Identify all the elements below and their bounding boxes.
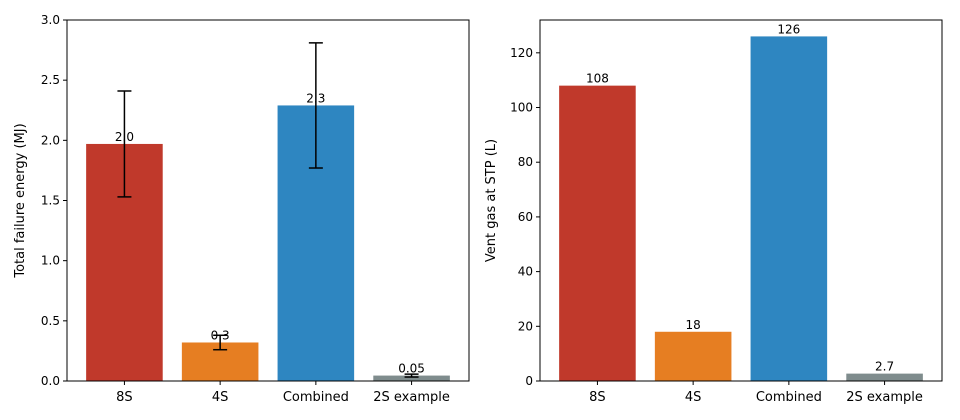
x-tick-label: Combined — [756, 390, 822, 405]
data-label: 2.0 — [115, 130, 134, 144]
bar-2s-example — [846, 373, 923, 381]
y-tick-label: 1.0 — [41, 254, 60, 268]
data-label: 126 — [777, 22, 800, 36]
bar-combined — [750, 36, 828, 381]
y-tick-label: 3.0 — [41, 13, 60, 27]
y-tick-label: 100 — [510, 101, 533, 115]
x-tick-label: 2S example — [846, 390, 923, 405]
data-label: 18 — [686, 318, 701, 332]
bar-4s — [654, 331, 732, 381]
y-axis-label: Vent gas at STP (L) — [484, 139, 499, 262]
x-tick-label: 8S — [589, 390, 606, 405]
error-bar — [213, 334, 228, 351]
bar-2s-example — [373, 375, 450, 381]
y-tick-label: 20 — [518, 319, 533, 333]
data-label: 0.3 — [211, 328, 230, 342]
data-label: 108 — [586, 72, 609, 86]
x-tick-label: 4S — [685, 390, 702, 405]
y-tick-label: 1.5 — [41, 194, 60, 208]
error-bar — [404, 373, 419, 378]
data-label: 0.05 — [398, 362, 425, 376]
x-tick-label: Combined — [283, 390, 349, 405]
chart-energy: 2.0 0.3 2.3 0.05 0.0 0.5 1.0 1.5 2.0 2.5 3.0 8S 4S Co… — [13, 13, 470, 405]
data-label: 2.7 — [875, 360, 894, 374]
axes-frame — [539, 19, 943, 382]
y-tick-label: 0 — [525, 374, 533, 388]
y-tick-label: 0.0 — [41, 374, 60, 388]
chart-vent-gas: 108 18 126 2.7 0 20 40 60 80 100 120 8S 4S Combined 2S… — [484, 19, 943, 405]
x-tick-label: 2S example — [373, 390, 450, 405]
x-tick-label: 4S — [212, 390, 229, 405]
y-tick-label: 2.0 — [41, 133, 60, 147]
error-bar — [117, 90, 132, 198]
y-axis-label: Total failure energy (MJ) — [13, 123, 28, 278]
y-tick-label: 0.5 — [41, 314, 60, 328]
y-tick-label: 120 — [510, 46, 533, 60]
error-bar — [308, 42, 323, 169]
bar-8s — [559, 85, 636, 381]
y-tick-label: 2.5 — [41, 73, 60, 87]
x-tick-label: 8S — [116, 390, 133, 405]
y-tick-label: 80 — [518, 155, 533, 169]
data-label: 2.3 — [306, 91, 325, 105]
y-tick-label: 60 — [518, 210, 533, 224]
y-tick-label: 40 — [518, 265, 533, 279]
